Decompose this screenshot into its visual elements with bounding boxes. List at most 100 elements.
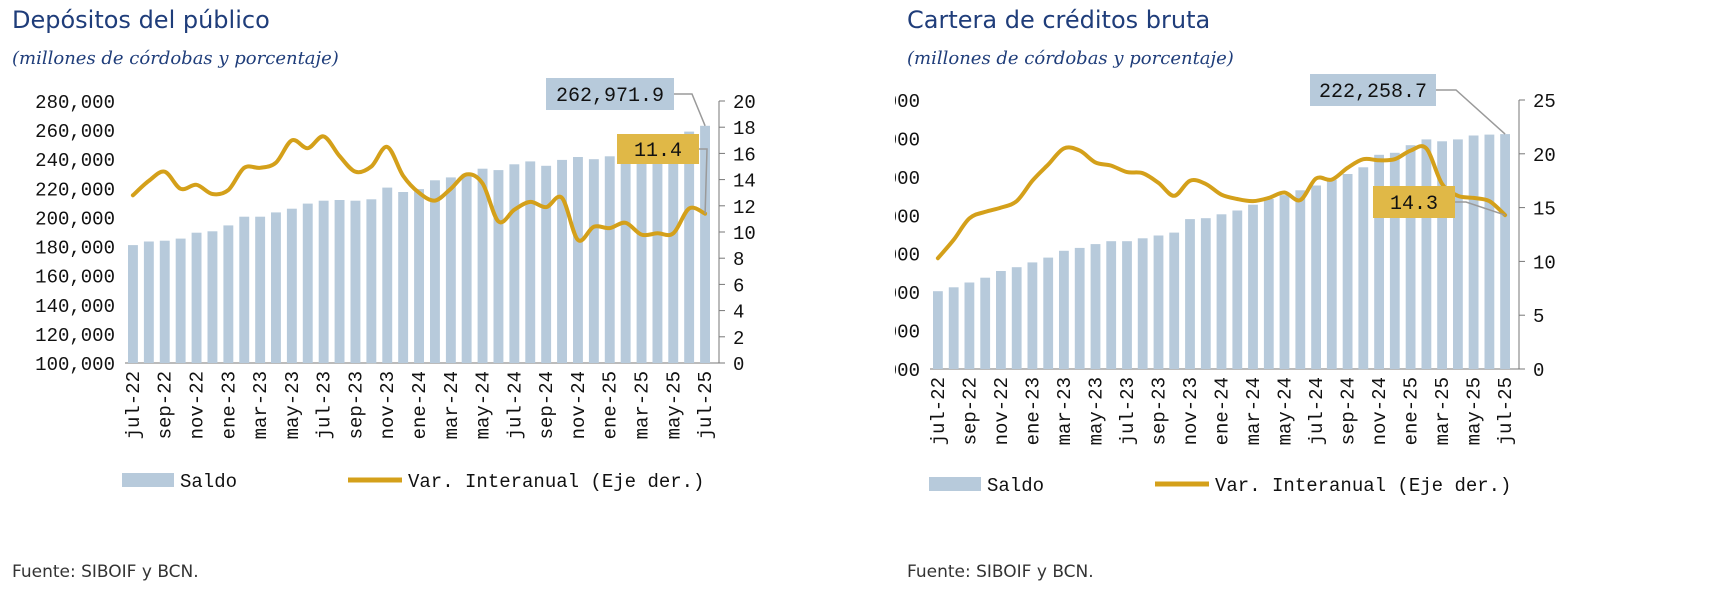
y-right-tick-label: 14 bbox=[733, 171, 756, 193]
x-tick-label: ene-23 bbox=[1022, 377, 1044, 445]
bar-saldo bbox=[541, 165, 552, 363]
x-tick-label: ene-24 bbox=[1212, 377, 1234, 445]
x-tick-label: jul-25 bbox=[1495, 377, 1517, 445]
y-right-tick-label: 20 bbox=[733, 92, 756, 114]
y-left-tick-label: 260,000 bbox=[35, 121, 115, 143]
credit-chart-panel: Cartera de créditos bruta (millones de c… bbox=[895, 0, 1718, 597]
bar-saldo bbox=[1011, 267, 1022, 369]
y-right-tick-label: 0 bbox=[733, 354, 744, 376]
bar-saldo bbox=[1185, 219, 1195, 369]
bar-saldo bbox=[1043, 257, 1054, 369]
x-tick-label: may-25 bbox=[1464, 377, 1486, 445]
x-tick-label: may-24 bbox=[1275, 377, 1297, 445]
bar-saldo bbox=[271, 212, 281, 363]
bar-saldo bbox=[1437, 141, 1447, 369]
x-tick-label: nov-23 bbox=[377, 371, 399, 439]
y-left-tick-label: 160,000 bbox=[895, 245, 920, 267]
y-left-tick-label: 160,000 bbox=[35, 267, 115, 289]
legend-line-label: Var. Interanual (Eje der.) bbox=[1215, 475, 1511, 497]
bar-saldo bbox=[509, 164, 520, 363]
x-tick-label: sep-24 bbox=[1338, 377, 1360, 445]
y-left-tick-label: 220,000 bbox=[895, 129, 920, 151]
bar-saldo bbox=[175, 238, 186, 363]
callout-var-label: 11.4 bbox=[634, 140, 682, 163]
x-tick-label: ene-24 bbox=[409, 371, 431, 439]
bar-saldo bbox=[207, 231, 218, 363]
deposits-chart: 100,000 120,000 140,000 160,000 180,000 200,0… bbox=[35, 78, 756, 493]
chart-title: Cartera de créditos bruta bbox=[907, 6, 1211, 34]
y-right-tick-label: 12 bbox=[733, 197, 756, 219]
chart-subtitle: (millones de córdobas y porcentaje) bbox=[907, 48, 1234, 69]
bar-saldo bbox=[933, 291, 943, 369]
x-tick-label: nov-24 bbox=[568, 371, 590, 439]
bar-saldo bbox=[700, 125, 710, 363]
legend-bar-swatch bbox=[929, 477, 981, 491]
bar-saldo bbox=[1232, 210, 1243, 369]
bar-saldo bbox=[143, 241, 154, 363]
chart-subtitle: (millones de córdobas y porcentaje) bbox=[12, 48, 339, 69]
bar-saldo bbox=[366, 199, 377, 364]
y-left-tick-label: 280,000 bbox=[35, 92, 115, 114]
y-right-tick-label: 8 bbox=[733, 249, 744, 271]
x-tick-label: sep-24 bbox=[536, 371, 558, 439]
bar-saldo bbox=[350, 200, 361, 363]
callout-leader-line bbox=[1455, 201, 1506, 216]
x-tick-label: may-23 bbox=[282, 371, 304, 439]
x-tick-label: sep-22 bbox=[959, 377, 981, 445]
y-right-tick-label: 2 bbox=[733, 328, 744, 350]
x-tick-label: mar-24 bbox=[441, 371, 463, 439]
bar-saldo bbox=[1059, 250, 1069, 369]
callout-var-box bbox=[617, 134, 699, 164]
y-right-tick-label: 15 bbox=[1533, 199, 1556, 221]
y-right-tick-label: 4 bbox=[733, 302, 744, 324]
bar-saldo bbox=[557, 159, 567, 363]
bar-saldo bbox=[1295, 190, 1306, 369]
y-right-tick-label: 0 bbox=[1533, 360, 1544, 382]
bar-saldo bbox=[1342, 174, 1353, 369]
y-left-tick-label: 100,000 bbox=[895, 360, 920, 382]
bar-saldo bbox=[573, 157, 583, 363]
bar-saldo bbox=[1389, 152, 1400, 369]
y-left-tick-label: 140,000 bbox=[35, 296, 115, 318]
bar-saldo bbox=[223, 225, 234, 363]
x-tick-label: may-23 bbox=[1085, 377, 1107, 445]
bar-saldo bbox=[1484, 134, 1495, 369]
bar-saldo bbox=[1153, 235, 1164, 369]
bar-saldo bbox=[980, 277, 991, 369]
y-left-tick-label: 100,000 bbox=[35, 354, 115, 376]
bar-saldo bbox=[996, 271, 1006, 369]
bar-saldo bbox=[1122, 241, 1132, 369]
chart-source: Fuente: SIBOIF y BCN. bbox=[907, 562, 1094, 582]
bar-saldo bbox=[604, 156, 615, 363]
bar-saldo bbox=[620, 158, 631, 363]
bar-saldo bbox=[1374, 154, 1384, 369]
x-tick-label: nov-22 bbox=[187, 371, 209, 439]
y-left-tick-label: 180,000 bbox=[895, 206, 920, 228]
y-right-tick-label: 10 bbox=[1533, 252, 1556, 274]
line-var-interanual bbox=[130, 134, 708, 243]
bar-saldo bbox=[684, 131, 695, 363]
x-tick-label: ene-25 bbox=[1401, 377, 1423, 445]
x-tick-label: may-25 bbox=[663, 371, 685, 439]
callout-saldo-label: 222,258.7 bbox=[1319, 81, 1427, 104]
y-left-tick-label: 120,000 bbox=[35, 325, 115, 347]
bar-saldo bbox=[1137, 238, 1148, 369]
x-tick-label: mar-25 bbox=[1432, 377, 1454, 445]
x-tick-label: jul-23 bbox=[1117, 377, 1139, 445]
y-left-tick-label: 140,000 bbox=[895, 283, 920, 305]
bar-saldo bbox=[191, 232, 202, 363]
bar-saldo bbox=[1216, 214, 1227, 369]
line-var-interanual bbox=[935, 144, 1508, 261]
bar-saldo bbox=[1200, 218, 1211, 369]
x-tick-label: jul-22 bbox=[928, 377, 950, 445]
credit-chart-content: 100,000 120,000 140,000 160,000 180,000 200,0… bbox=[895, 74, 1556, 497]
bar-saldo bbox=[159, 240, 170, 363]
chart-title: Depósitos del público bbox=[12, 6, 270, 34]
x-tick-label: jul-25 bbox=[695, 371, 717, 439]
bar-saldo bbox=[1169, 232, 1180, 369]
bar-saldo bbox=[1248, 204, 1258, 369]
y-right-tick-label: 10 bbox=[733, 223, 756, 245]
bar-saldo bbox=[430, 180, 440, 363]
bar-saldo bbox=[445, 177, 456, 363]
x-tick-label: mar-25 bbox=[631, 371, 653, 439]
